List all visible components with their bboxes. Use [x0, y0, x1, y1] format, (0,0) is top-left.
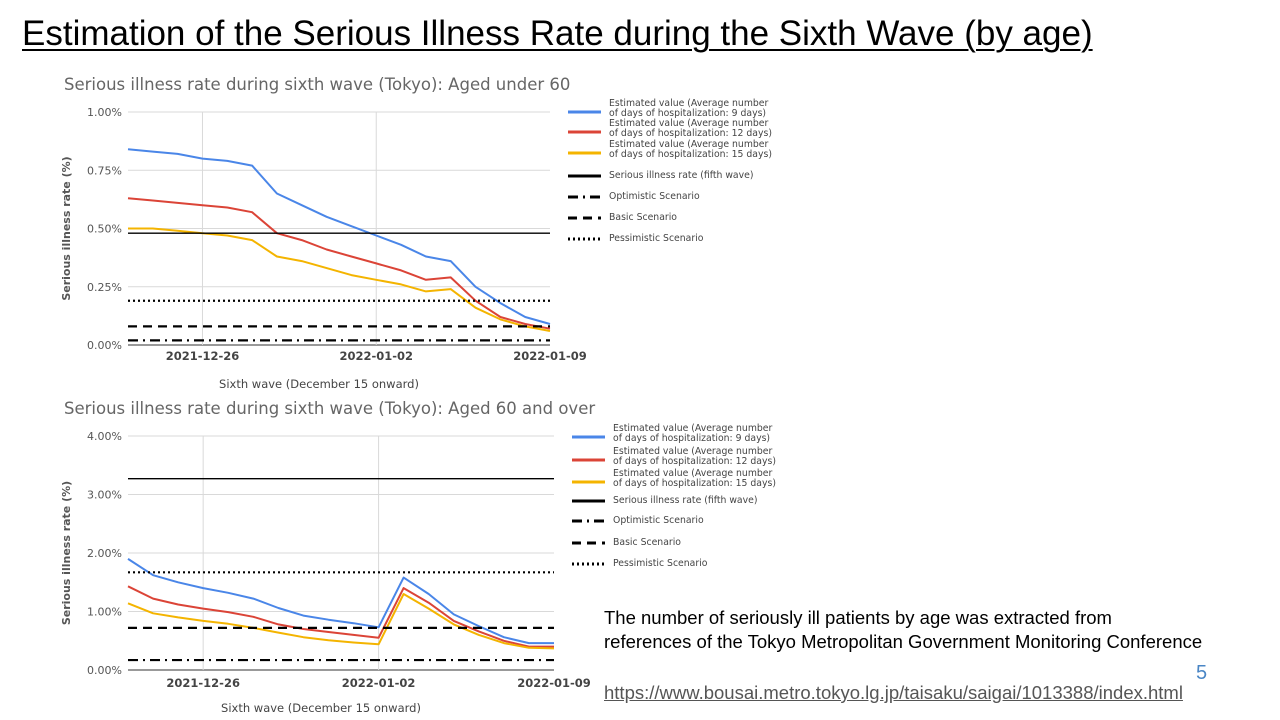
page-number: 5 — [1196, 662, 1208, 684]
legend-entry: Estimated value (Average number of days o… — [613, 468, 776, 489]
legend-entry: Estimated value (Average number of days o… — [613, 423, 772, 444]
y-tick-label: 0.00% — [87, 339, 122, 352]
y-axis-label: Serious illness rate (%) — [60, 156, 73, 300]
y-tick-label: 0.00% — [87, 664, 122, 677]
legend-entry: Optimistic Scenario — [609, 191, 700, 202]
legend-entry: Estimated value (Average number of days o… — [609, 118, 772, 139]
legend-entry: Serious illness rate (fifth wave) — [613, 495, 757, 506]
x-tick-label: 2022-01-09 — [513, 349, 587, 363]
series-line-1 — [127, 585, 554, 648]
x-axis-label: Sixth wave (December 15 onward) — [219, 377, 419, 391]
legend-entry: Estimated value (Average number of days o… — [609, 98, 768, 119]
x-tick-label: 2022-01-02 — [342, 676, 416, 690]
y-tick-label: 3.00% — [87, 489, 122, 502]
y-tick-label: 1.00% — [87, 606, 122, 619]
legend-entry: Pessimistic Scenario — [609, 233, 704, 244]
chart-title-60-and-over: Serious illness rate during sixth wave (… — [64, 399, 596, 418]
y-axis-label: Serious illness rate (%) — [60, 481, 73, 625]
legend-entry: Optimistic Scenario — [613, 515, 704, 526]
x-tick-label: 2021-12-26 — [166, 676, 240, 690]
y-tick-label: 2.00% — [87, 547, 122, 560]
series-line-0 — [127, 148, 551, 325]
y-tick-label: 1.00% — [87, 106, 122, 119]
y-tick-label: 0.50% — [87, 223, 122, 236]
source-link[interactable]: https://www.bousai.metro.tokyo.lg.jp/tai… — [604, 682, 1183, 703]
y-tick-label: 4.00% — [87, 430, 122, 443]
legend-entry: Serious illness rate (fifth wave) — [609, 170, 753, 181]
series-line-0 — [127, 558, 554, 645]
source-note: The number of seriously ill patients by … — [604, 607, 1203, 652]
y-tick-label: 0.25% — [87, 281, 122, 294]
x-tick-label: 2022-01-09 — [517, 676, 591, 690]
x-tick-label: 2022-01-02 — [339, 349, 413, 363]
slide-title: Estimation of the Serious Illness Rate d… — [22, 14, 1093, 53]
chart-title-under-60: Serious illness rate during sixth wave (… — [64, 75, 571, 94]
legend-entry: Estimated value (Average number of days o… — [613, 446, 776, 467]
series-line-2 — [127, 593, 555, 650]
legend-entry: Pessimistic Scenario — [613, 558, 708, 569]
legend-entry: Estimated value (Average number of days o… — [609, 139, 772, 160]
y-tick-label: 0.75% — [87, 164, 122, 177]
legend-entry: Basic Scenario — [613, 537, 681, 548]
legend-entry: Basic Scenario — [609, 212, 677, 223]
x-axis-label: Sixth wave (December 15 onward) — [221, 701, 421, 715]
x-tick-label: 2021-12-26 — [166, 349, 240, 363]
series-line-1 — [127, 197, 551, 330]
